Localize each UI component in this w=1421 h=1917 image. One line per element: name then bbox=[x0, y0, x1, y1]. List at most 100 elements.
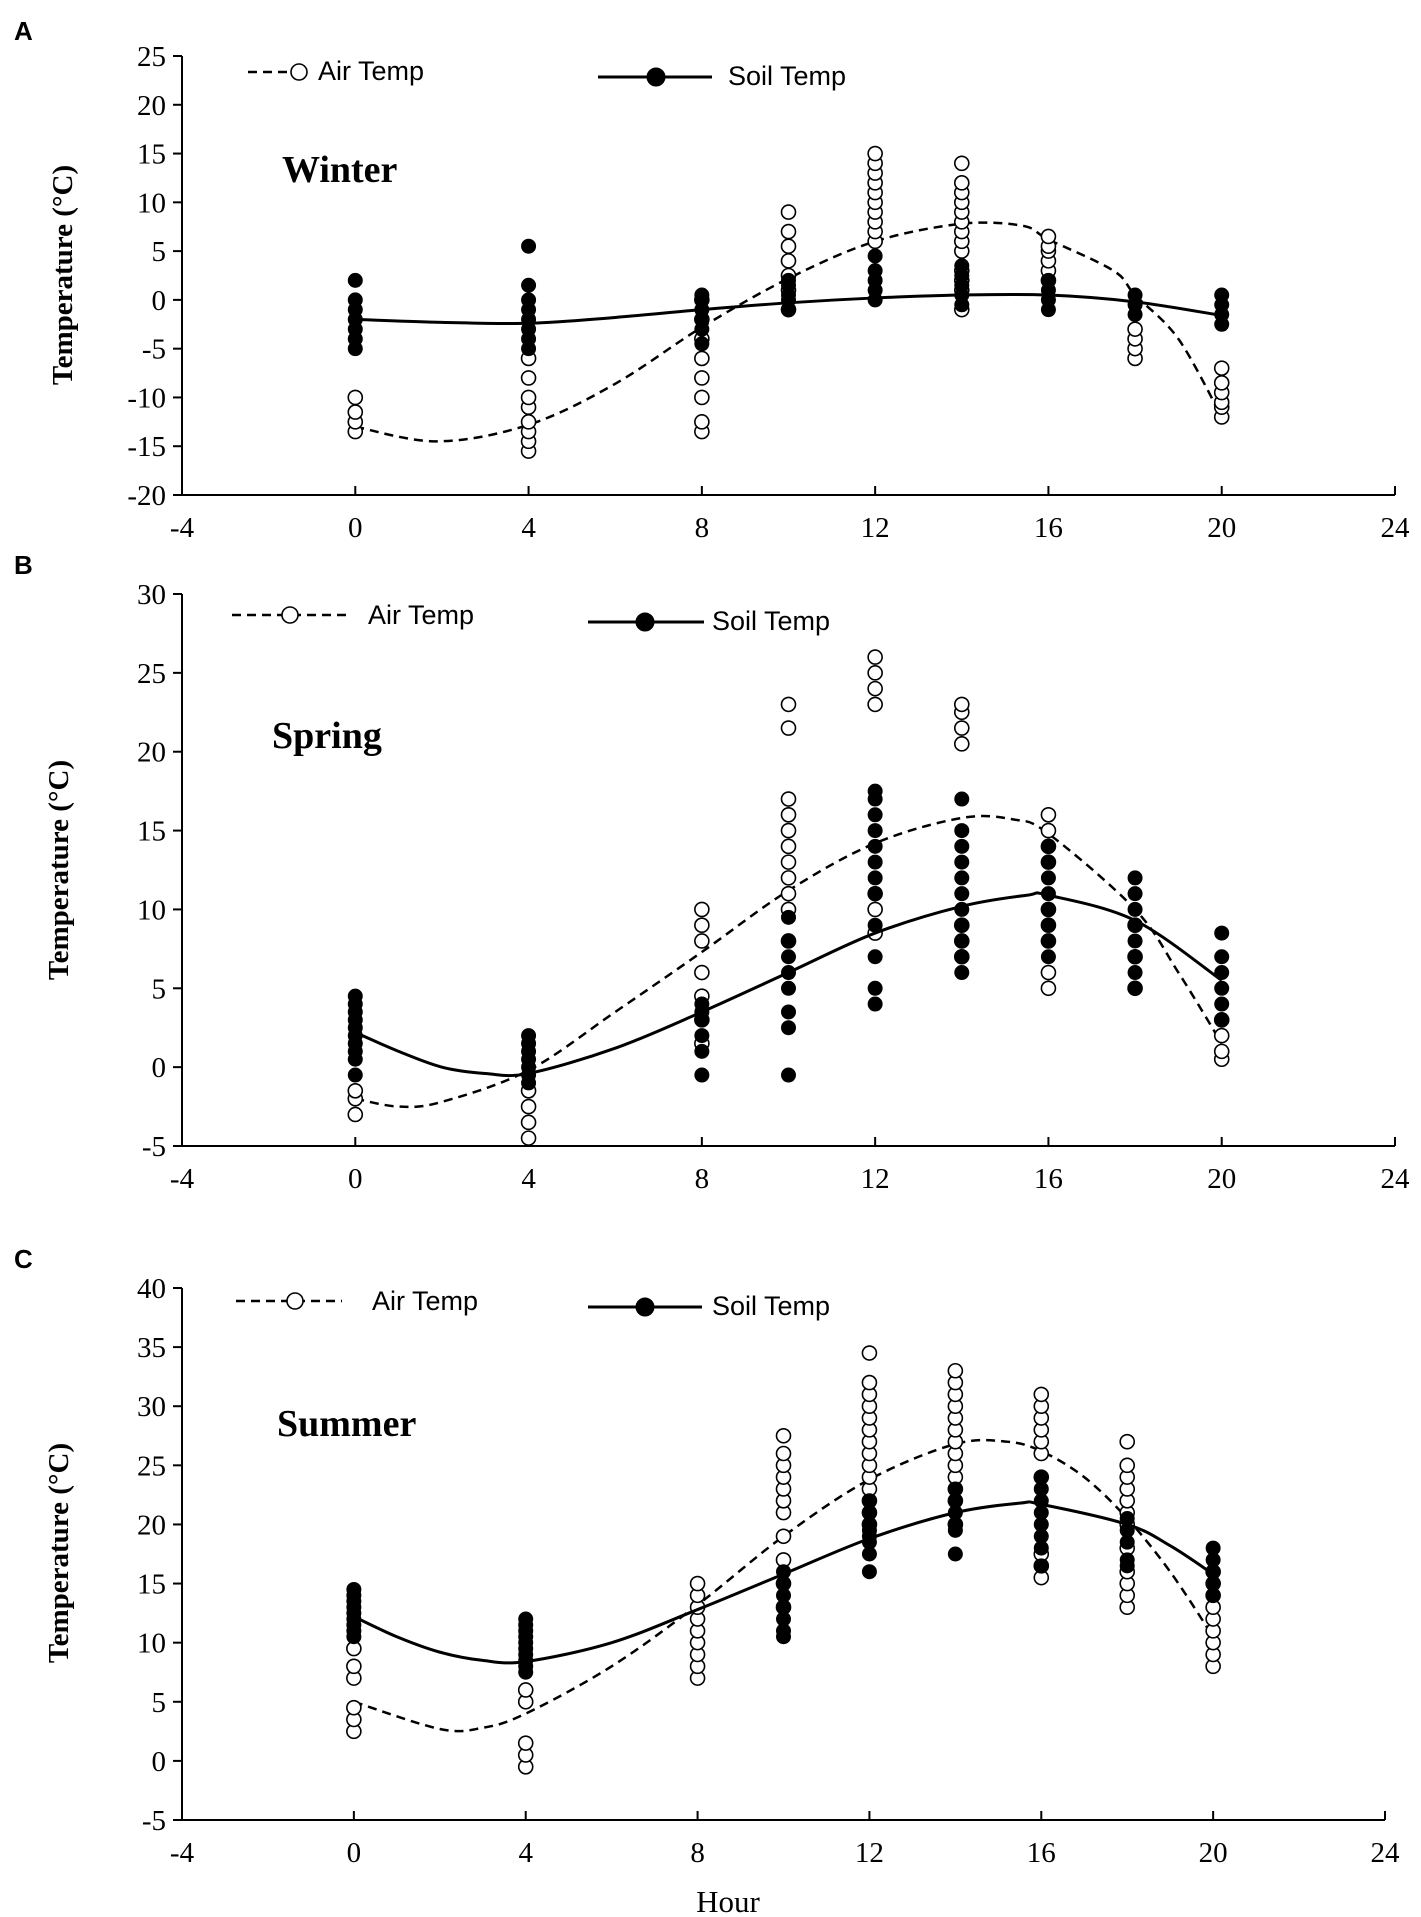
air-temp-point bbox=[780, 854, 797, 870]
air-temp-point bbox=[867, 665, 883, 681]
y-tick-label: 25 bbox=[137, 1450, 166, 1482]
y-tick-label: 0 bbox=[152, 285, 167, 317]
air-temp-point bbox=[1040, 822, 1057, 839]
x-tick-label: -4 bbox=[170, 1837, 195, 1869]
soil-temp-point bbox=[781, 1020, 796, 1036]
air-temp-point bbox=[867, 649, 883, 665]
air-temp-point bbox=[775, 1427, 792, 1444]
soil-temp-point bbox=[1040, 917, 1056, 933]
air-temp-point bbox=[780, 253, 797, 269]
soil-temp-point bbox=[1040, 272, 1056, 288]
soil-temp-point bbox=[1119, 1552, 1135, 1568]
x-tick-label: 0 bbox=[347, 1837, 362, 1869]
soil-temp-point bbox=[954, 917, 970, 933]
air-temp-fit-line bbox=[355, 221, 1223, 443]
soil-temp-point bbox=[781, 1004, 796, 1020]
air-temp-point bbox=[694, 933, 710, 949]
air-temp-point bbox=[520, 1114, 537, 1131]
y-tick-label: 20 bbox=[137, 1509, 166, 1541]
y-tick-label: 25 bbox=[137, 41, 166, 73]
soil-temp-point bbox=[521, 238, 537, 254]
y-tick-label: 20 bbox=[137, 737, 166, 769]
soil-temp-point bbox=[867, 263, 883, 279]
air-temp-point bbox=[520, 414, 537, 430]
y-tick-label: -5 bbox=[142, 334, 166, 366]
legend: Air Temp Soil Temp bbox=[236, 1286, 830, 1321]
air-temp-point bbox=[780, 791, 797, 807]
y-tick-label: 5 bbox=[152, 236, 167, 268]
y-axis-label: Temperature (°C) bbox=[47, 165, 79, 385]
legend-air-marker bbox=[281, 606, 299, 624]
soil-temp-point bbox=[947, 1481, 963, 1497]
soil-temp-point bbox=[781, 933, 796, 949]
air-temp-point bbox=[347, 404, 364, 420]
y-axis-label: Temperature (°C) bbox=[43, 760, 75, 980]
x-tick-label: 16 bbox=[1027, 1837, 1056, 1869]
soil-temp-point bbox=[694, 996, 710, 1012]
x-tick-label: 8 bbox=[690, 1837, 705, 1869]
air-temp-point bbox=[1119, 1457, 1136, 1474]
soil-temp-point bbox=[694, 336, 710, 352]
soil-temp-point bbox=[347, 292, 363, 308]
soil-temp-point bbox=[1205, 1540, 1221, 1556]
soil-temp-series bbox=[346, 1469, 1221, 1680]
soil-temp-point bbox=[867, 949, 883, 965]
soil-temp-point bbox=[781, 272, 796, 288]
soil-temp-point bbox=[947, 1546, 963, 1562]
soil-temp-point bbox=[1127, 933, 1143, 949]
soil-temp-point bbox=[1127, 917, 1143, 933]
air-temp-point bbox=[694, 964, 710, 981]
air-temp-point bbox=[780, 720, 797, 736]
air-temp-point bbox=[867, 145, 883, 162]
soil-temp-point bbox=[781, 980, 796, 996]
x-tick-label: 20 bbox=[1207, 1163, 1236, 1195]
y-tick-label: 10 bbox=[137, 1628, 166, 1660]
y-tick-label: 15 bbox=[137, 1569, 166, 1601]
legend: Air Temp Soil Temp bbox=[248, 56, 846, 91]
legend-soil-marker bbox=[635, 612, 655, 632]
soil-temp-point bbox=[954, 933, 970, 949]
soil-temp-point bbox=[1127, 901, 1143, 917]
soil-temp-point bbox=[521, 277, 537, 293]
air-temp-point bbox=[953, 155, 970, 172]
legend-air-label: Air Temp bbox=[368, 600, 474, 630]
panel-letter: C bbox=[14, 1244, 33, 1274]
legend-soil-marker bbox=[635, 1297, 655, 1317]
air-temp-point bbox=[347, 389, 364, 406]
soil-temp-point bbox=[1040, 949, 1056, 965]
panel-a: A -20 -15 -10 -5 0 5 10 15 20 25 -4 0 4 8 12 16 20 24 Tempe… bbox=[14, 16, 1410, 544]
x-tick-label: 0 bbox=[348, 512, 363, 544]
soil-temp-point bbox=[1214, 996, 1230, 1012]
x-tick-label: 12 bbox=[861, 512, 890, 544]
legend-soil-marker bbox=[646, 67, 666, 87]
soil-temp-point bbox=[1040, 886, 1056, 902]
y-tick-label: -10 bbox=[127, 382, 166, 414]
y-tick-label: 30 bbox=[137, 579, 166, 611]
legend-air-marker bbox=[286, 1292, 304, 1310]
soil-temp-point bbox=[694, 287, 710, 303]
air-temp-point bbox=[1119, 1433, 1136, 1450]
x-tick-label: 24 bbox=[1371, 1837, 1401, 1869]
air-temp-point bbox=[867, 901, 883, 918]
air-temp-point bbox=[694, 917, 710, 934]
soil-temp-point bbox=[781, 965, 796, 981]
legend-soil-label: Soil Temp bbox=[712, 1291, 830, 1321]
soil-temp-point bbox=[1214, 287, 1230, 303]
soil-temp-point bbox=[954, 901, 970, 917]
y-tick-label: -5 bbox=[142, 1131, 166, 1163]
soil-temp-point bbox=[867, 854, 883, 870]
air-temp-point bbox=[780, 870, 797, 886]
soil-temp-point bbox=[776, 1564, 791, 1580]
air-temp-point bbox=[520, 1098, 537, 1115]
soil-temp-point bbox=[867, 886, 883, 902]
x-tick-label: 24 bbox=[1381, 1163, 1411, 1195]
soil-temp-point bbox=[347, 988, 363, 1004]
y-tick-label: 40 bbox=[137, 1273, 166, 1305]
soil-temp-point bbox=[861, 1564, 877, 1580]
air-temp-fit-line bbox=[355, 814, 1223, 1109]
air-temp-point bbox=[520, 1130, 537, 1146]
soil-temp-point bbox=[867, 783, 883, 799]
y-tick-label: 5 bbox=[152, 1687, 167, 1719]
air-temp-point bbox=[780, 822, 797, 839]
